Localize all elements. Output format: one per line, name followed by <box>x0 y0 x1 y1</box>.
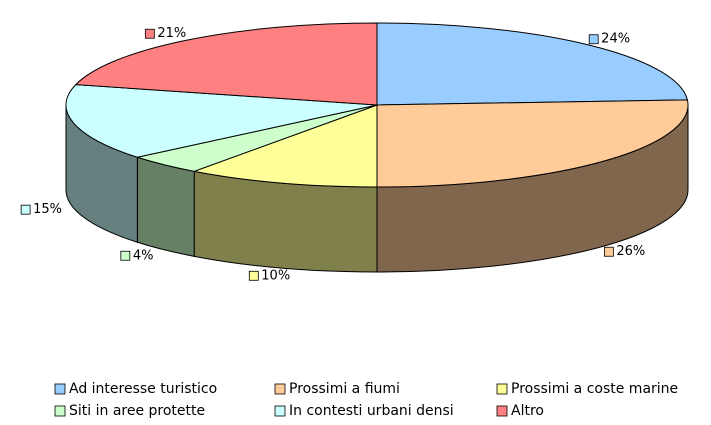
label-marker <box>588 34 599 45</box>
legend-swatch <box>54 405 66 417</box>
legend-label: In contesti urbani densi <box>289 403 454 419</box>
legend-label: Prossimi a coste marine <box>511 381 678 397</box>
legend-label: Ad interesse turistico <box>69 381 217 397</box>
legend-label: Siti in aree protette <box>69 403 205 419</box>
legend-label: Prossimi a fiumi <box>289 381 400 397</box>
data-label: 4% <box>133 248 154 263</box>
data-label: 21% <box>157 26 186 41</box>
data-label: 10% <box>261 268 290 283</box>
legend-swatch <box>496 405 508 417</box>
label-marker <box>20 204 31 215</box>
slice <box>74 22 378 106</box>
label-marker <box>120 250 131 261</box>
label-marker <box>144 28 155 39</box>
data-label: 24% <box>601 32 630 47</box>
slice-side <box>136 156 195 257</box>
slice <box>376 22 689 106</box>
slice <box>376 99 689 188</box>
legend-swatch <box>54 383 66 395</box>
label-marker <box>248 270 259 281</box>
legend-swatch <box>274 383 286 395</box>
legend-label: Altro <box>511 403 544 419</box>
data-label: 26% <box>616 244 645 259</box>
legend-swatch <box>496 383 508 395</box>
label-marker <box>603 246 614 257</box>
slice <box>192 104 378 188</box>
data-label: 15% <box>33 202 62 217</box>
slice <box>65 84 378 158</box>
legend-swatch <box>274 405 286 417</box>
